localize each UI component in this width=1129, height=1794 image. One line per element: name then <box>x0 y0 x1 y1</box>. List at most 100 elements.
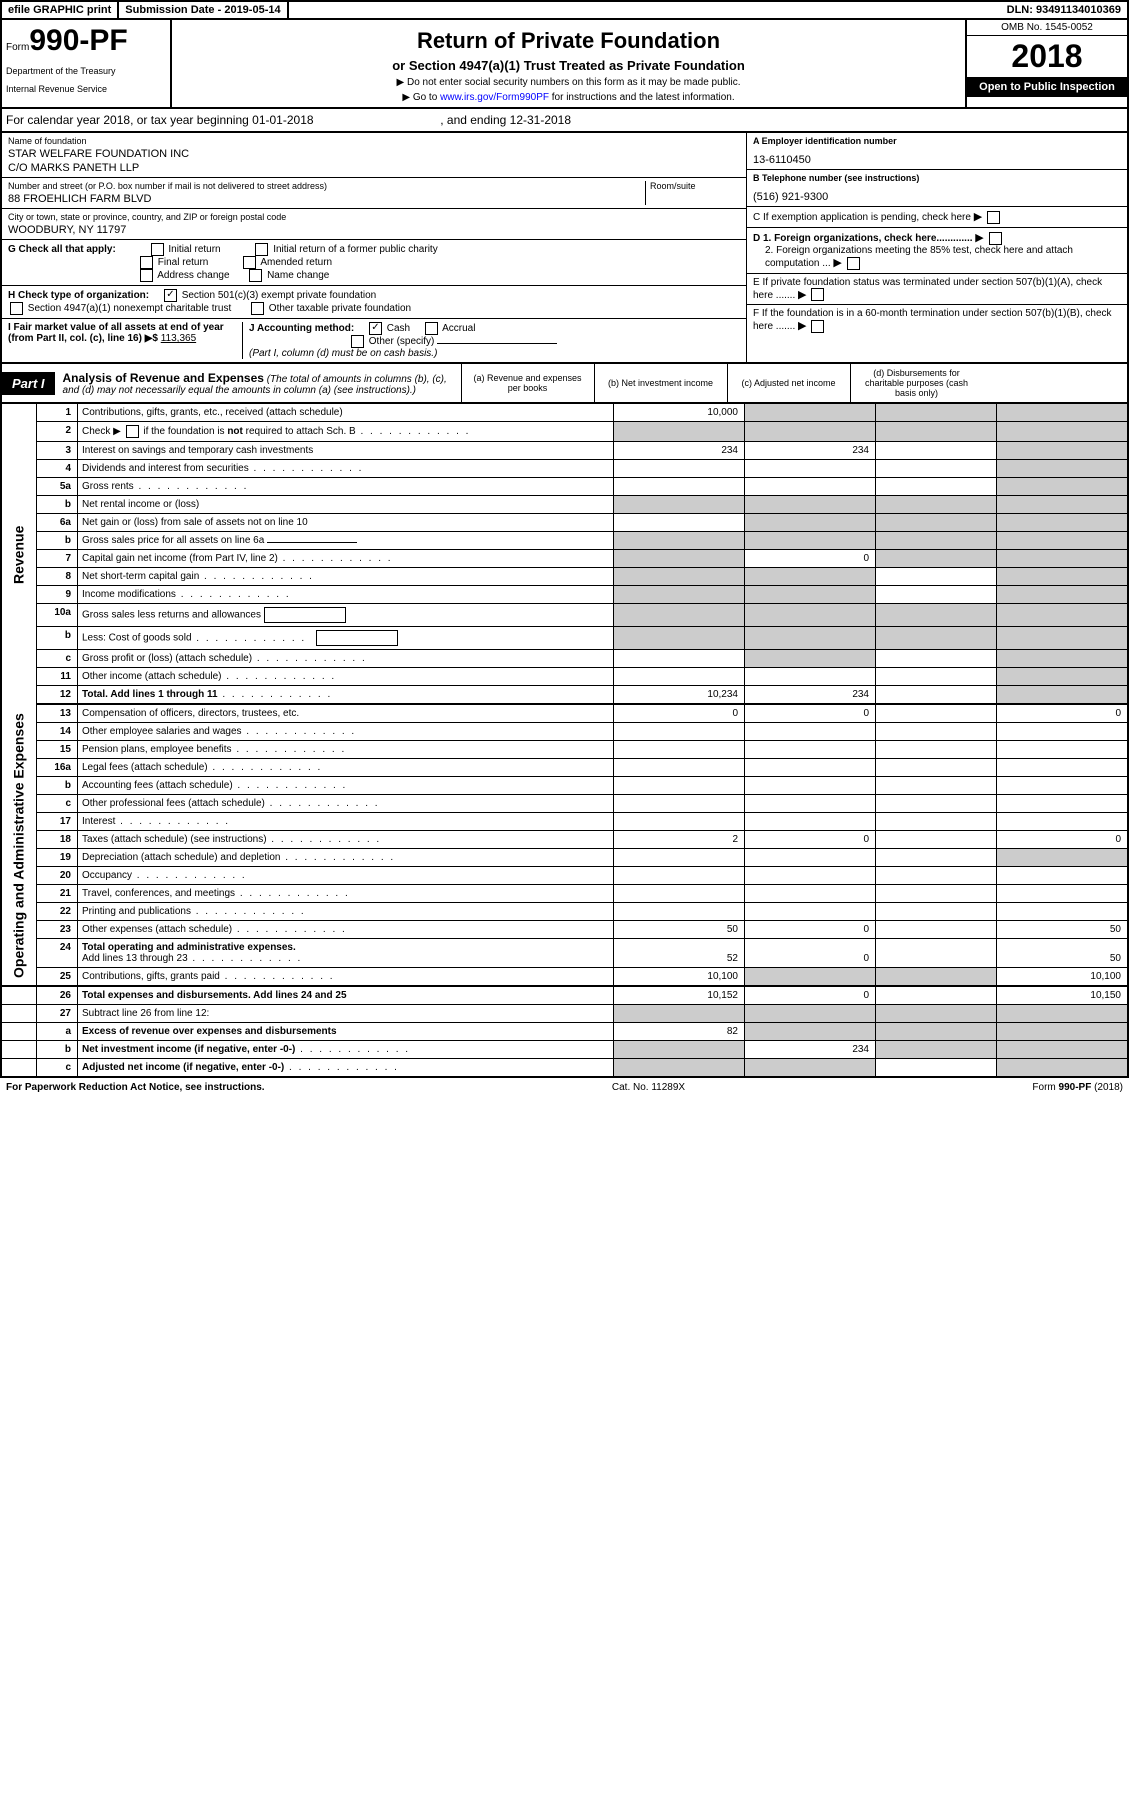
g-check-cell: G Check all that apply: Initial return I… <box>2 240 746 286</box>
f-60month-cell: F If the foundation is in a 60-month ter… <box>747 305 1127 336</box>
dln: DLN: 93491134010369 <box>1001 2 1127 18</box>
instructions-link[interactable]: www.irs.gov/Form990PF <box>440 92 549 103</box>
part1-header: Part I Analysis of Revenue and Expenses … <box>0 364 1129 404</box>
row-25: 25Contributions, gifts, grants paid 10,1… <box>1 968 1128 987</box>
507b1a-checkbox[interactable] <box>811 288 824 301</box>
city-cell: City or town, state or province, country… <box>2 209 746 240</box>
foundation-name-cell: Name of foundation STAR WELFARE FOUNDATI… <box>2 133 746 178</box>
e-terminated-cell: E If private foundation status was termi… <box>747 274 1127 306</box>
row-21: 21Travel, conferences, and meetings <box>1 885 1128 903</box>
column-headers: (a) Revenue and expenses per books (b) N… <box>461 364 1127 402</box>
open-to-public: Open to Public Inspection <box>967 77 1127 97</box>
address-change-checkbox[interactable] <box>140 269 153 282</box>
row-18: 18Taxes (attach schedule) (see instructi… <box>1 831 1128 849</box>
final-return-checkbox[interactable] <box>140 256 153 269</box>
row-20: 20Occupancy <box>1 867 1128 885</box>
part1-table: Revenue 1Contributions, gifts, grants, e… <box>0 404 1129 1078</box>
row-22: 22Printing and publications <box>1 903 1128 921</box>
instructions-link-line: ▶ Go to www.irs.gov/Form990PF for instru… <box>176 92 961 103</box>
row-1: Revenue 1Contributions, gifts, grants, e… <box>1 404 1128 422</box>
ein-cell: A Employer identification number 13-6110… <box>747 133 1127 170</box>
accrual-checkbox[interactable] <box>425 322 438 335</box>
header-mid: Return of Private Foundation or Section … <box>172 20 965 107</box>
paperwork-notice: For Paperwork Reduction Act Notice, see … <box>6 1082 265 1093</box>
row-27b: bNet investment income (if negative, ent… <box>1 1041 1128 1059</box>
row-17: 17Interest <box>1 813 1128 831</box>
row-13: Operating and Administrative Expenses 13… <box>1 705 1128 723</box>
other-method-checkbox[interactable] <box>351 335 364 348</box>
cash-checkbox[interactable] <box>369 322 382 335</box>
form-header: Form990-PF Department of the Treasury In… <box>0 20 1129 109</box>
header-left: Form990-PF Department of the Treasury In… <box>2 20 172 107</box>
row-9: 9Income modifications <box>1 586 1128 604</box>
row-7: 7Capital gain net income (from Part IV, … <box>1 550 1128 568</box>
info-left: Name of foundation STAR WELFARE FOUNDATI… <box>2 133 746 362</box>
other-taxable-checkbox[interactable] <box>251 302 264 315</box>
col-a-header: (a) Revenue and expenses per books <box>461 364 594 402</box>
form-ref: Form 990-PF (2018) <box>1032 1082 1123 1093</box>
irs: Internal Revenue Service <box>6 84 166 94</box>
row-4: 4Dividends and interest from securities <box>1 460 1128 478</box>
calendar-year-line: For calendar year 2018, or tax year begi… <box>0 109 1129 133</box>
name-change-checkbox[interactable] <box>249 269 262 282</box>
row-16b: bAccounting fees (attach schedule) <box>1 777 1128 795</box>
row-10b: bLess: Cost of goods sold <box>1 627 1128 650</box>
topbar: efile GRAPHIC print Submission Date - 20… <box>0 0 1129 20</box>
i-j-cell: I Fair market value of all assets at end… <box>2 319 746 362</box>
row-15: 15Pension plans, employee benefits <box>1 741 1128 759</box>
col-c-header: (c) Adjusted net income <box>727 364 850 402</box>
row-6b: bGross sales price for all assets on lin… <box>1 532 1128 550</box>
expenses-side-label: Operating and Administrative Expenses <box>1 705 37 986</box>
address-cell: Number and street (or P.O. box number if… <box>2 178 746 209</box>
h-check-cell: H Check type of organization: Section 50… <box>2 286 746 319</box>
exemption-pending-checkbox[interactable] <box>987 211 1000 224</box>
submission-date: Submission Date - 2019-05-14 <box>119 2 288 18</box>
header-right: OMB No. 1545-0052 2018 Open to Public In… <box>965 20 1127 107</box>
row-6a: 6aNet gain or (loss) from sale of assets… <box>1 514 1128 532</box>
row-8: 8Net short-term capital gain <box>1 568 1128 586</box>
initial-return-former-checkbox[interactable] <box>255 243 268 256</box>
efile-label: efile GRAPHIC print <box>2 2 119 18</box>
row-24: 24Total operating and administrative exp… <box>1 939 1128 968</box>
part1-desc: Analysis of Revenue and Expenses (The to… <box>55 367 461 400</box>
507b1b-checkbox[interactable] <box>811 320 824 333</box>
row-5a: 5aGross rents <box>1 478 1128 496</box>
dept-treasury: Department of the Treasury <box>6 66 166 76</box>
501c3-checkbox[interactable] <box>164 289 177 302</box>
initial-return-checkbox[interactable] <box>151 243 164 256</box>
form-number: Form990-PF <box>6 24 166 58</box>
row-2: 2Check ▶ if the foundation is not requir… <box>1 422 1128 442</box>
row-19: 19Depreciation (attach schedule) and dep… <box>1 849 1128 867</box>
revenue-side-label: Revenue <box>1 404 37 705</box>
form-990pf-page: efile GRAPHIC print Submission Date - 20… <box>0 0 1129 1097</box>
4947a1-checkbox[interactable] <box>10 302 23 315</box>
amended-return-checkbox[interactable] <box>243 256 256 269</box>
row-23: 23Other expenses (attach schedule) 50050 <box>1 921 1128 939</box>
page-footer: For Paperwork Reduction Act Notice, see … <box>0 1078 1129 1097</box>
row-27c: cAdjusted net income (if negative, enter… <box>1 1059 1128 1078</box>
ssn-warning: ▶ Do not enter social security numbers o… <box>176 77 961 88</box>
row-10a: 10aGross sales less returns and allowanc… <box>1 604 1128 627</box>
col-d-header: (d) Disbursements for charitable purpose… <box>850 364 983 402</box>
row-16c: cOther professional fees (attach schedul… <box>1 795 1128 813</box>
sch-b-checkbox[interactable] <box>126 425 139 438</box>
row-3: 3Interest on savings and temporary cash … <box>1 442 1128 460</box>
omb-number: OMB No. 1545-0052 <box>967 20 1127 36</box>
d-foreign-cell: D 1. Foreign organizations, check here..… <box>747 228 1127 274</box>
row-26: 26Total expenses and disbursements. Add … <box>1 986 1128 1005</box>
telephone-cell: B Telephone number (see instructions) (5… <box>747 170 1127 207</box>
part1-tag: Part I <box>2 372 55 395</box>
foreign-85pct-checkbox[interactable] <box>847 257 860 270</box>
form-title: Return of Private Foundation <box>176 28 961 54</box>
info-grid: Name of foundation STAR WELFARE FOUNDATI… <box>0 133 1129 364</box>
tax-year: 2018 <box>967 36 1127 77</box>
row-12: 12Total. Add lines 1 through 11 10,23423… <box>1 686 1128 705</box>
row-10c: cGross profit or (loss) (attach schedule… <box>1 650 1128 668</box>
row-16a: 16aLegal fees (attach schedule) <box>1 759 1128 777</box>
row-14: 14Other employee salaries and wages <box>1 723 1128 741</box>
form-subtitle: or Section 4947(a)(1) Trust Treated as P… <box>176 58 961 73</box>
foreign-org-checkbox[interactable] <box>989 232 1002 245</box>
row-11: 11Other income (attach schedule) <box>1 668 1128 686</box>
catalog-number: Cat. No. 11289X <box>612 1082 685 1093</box>
col-b-header: (b) Net investment income <box>594 364 727 402</box>
